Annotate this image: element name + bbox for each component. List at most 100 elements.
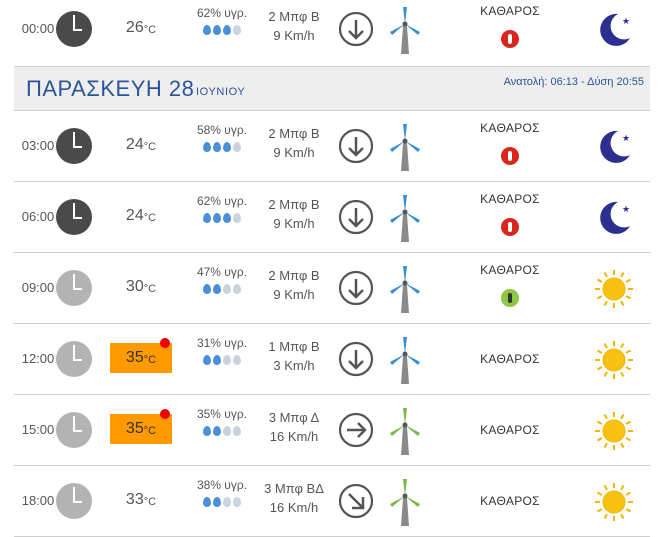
wind-force: 3 Μπφ Δ [268, 410, 320, 425]
wind-info: 2 Μπφ Β 9 Km/h [249, 124, 339, 162]
drop-icon [203, 142, 211, 152]
down-arrow-icon [338, 199, 374, 235]
humidity: 31% υγρ. [182, 336, 262, 368]
clock-icon [56, 483, 92, 519]
wind-speed: 9 Km/h [273, 145, 315, 160]
temperature-unit: °C [143, 283, 157, 295]
forecast-row: 15:00 35°C 35% υγρ. 3 Μπφ Δ 16 Km/h ΚΑΘΑΡΟΣ [14, 395, 650, 466]
wind-speed: 9 Km/h [273, 216, 315, 231]
humidity-label: 38% υγρ. [196, 478, 248, 492]
drop-icon [223, 25, 231, 35]
clock-icon [56, 128, 92, 164]
drop-icon [203, 284, 211, 294]
mosquito-icon [501, 147, 519, 165]
svg-text:★: ★ [622, 134, 630, 144]
hour-label: 18:00 [21, 493, 55, 508]
drop-icon [213, 284, 221, 294]
down-arrow-icon [338, 341, 374, 377]
temperature-unit: °C [143, 212, 157, 224]
humidity: 62% υγρ. [182, 194, 262, 226]
wind-turbine-icon [388, 263, 422, 315]
temperature: 33°C [110, 489, 172, 519]
wind-speed: 16 Km/h [269, 500, 319, 515]
condition: ΚΑΘΑΡΟΣ [460, 352, 560, 366]
humidity: 35% υγρ. [182, 407, 262, 439]
drop-icon [233, 213, 241, 223]
down-arrow-icon [338, 128, 374, 164]
wind-info: 3 Μπφ ΒΔ 16 Km/h [249, 479, 339, 517]
hour-label: 00:00 [21, 21, 55, 36]
moon-icon: ★ [594, 127, 634, 167]
clock-icon [56, 412, 92, 448]
forecast-row: 03:00 24°C 58% υγρ. 2 Μπφ Β 9 Km/h ΚΑΘΑΡΟΣ ★ [14, 111, 650, 182]
condition-label: ΚΑΘΑΡΟΣ [480, 263, 540, 277]
drop-icon [203, 426, 211, 436]
drop-icon [223, 284, 231, 294]
wind-turbine-icon [388, 192, 422, 244]
drop-icon [203, 25, 211, 35]
humidity: 38% υγρ. [182, 478, 262, 510]
forecast-row: 09:00 30°C 47% υγρ. 2 Μπφ Β 9 Km/h ΚΑΘΑΡΟΣ [14, 253, 650, 324]
hour-label: 06:00 [21, 209, 55, 224]
forecast-row: 00:00 26°C 62% υγρ. 2 Μπφ Β 9 Km/h ΚΑΘΑΡΟΣ ★ [14, 0, 650, 67]
humidity-drops [182, 24, 262, 38]
temperature: 26°C [110, 17, 172, 47]
wind-speed: 16 Km/h [269, 429, 319, 444]
humidity: 62% υγρ. [182, 6, 262, 38]
day-title: ΠΑΡΑΣΚΕΥΗ 28 [26, 76, 195, 101]
right-arrow-icon [338, 412, 374, 448]
temperature-value: 35 [125, 349, 144, 366]
clock-icon [56, 11, 92, 47]
drop-icon [223, 355, 231, 365]
forecast-row: 12:00 35°C 31% υγρ. 1 Μπφ Β 3 Km/h ΚΑΘΑΡΟΣ [14, 324, 650, 395]
condition: ΚΑΘΑΡΟΣ [460, 192, 560, 236]
temperature-value: 26 [125, 19, 144, 36]
wind-info: 3 Μπφ Δ 16 Km/h [249, 408, 339, 446]
drop-icon [223, 426, 231, 436]
drop-icon [223, 213, 231, 223]
humidity: 58% υγρ. [182, 123, 262, 155]
drop-icon [223, 142, 231, 152]
wind-info: 2 Μπφ Β 9 Km/h [249, 195, 339, 233]
sun-icon [594, 411, 634, 451]
humidity-drops [182, 141, 262, 155]
drop-icon [213, 426, 221, 436]
heat-alert-icon [160, 409, 170, 419]
clock-icon [56, 270, 92, 306]
temperature-unit: °C [143, 354, 157, 366]
humidity-label: 35% υγρ. [196, 407, 248, 421]
down-arrow-icon [338, 11, 374, 47]
temperature-value: 30 [125, 278, 144, 295]
drop-icon [203, 213, 211, 223]
temperature-unit: °C [143, 425, 157, 437]
condition: ΚΑΘΑΡΟΣ [460, 423, 560, 437]
humidity-label: 31% υγρ. [196, 336, 248, 350]
humidity-drops [182, 425, 262, 439]
hour-label: 12:00 [21, 351, 55, 366]
hour-label: 03:00 [21, 138, 55, 153]
temperature: 35°C [110, 338, 172, 373]
wind-force: 2 Μπφ Β [268, 9, 320, 24]
temperature: 30°C [110, 276, 172, 306]
condition: ΚΑΘΑΡΟΣ [460, 494, 560, 508]
condition-label: ΚΑΘΑΡΟΣ [480, 423, 540, 437]
wind-turbine-icon [388, 405, 422, 457]
drop-icon [213, 497, 221, 507]
temperature: 24°C [110, 205, 172, 235]
humidity-label: 58% υγρ. [196, 123, 248, 137]
wind-force: 2 Μπφ Β [268, 197, 320, 212]
humidity-label: 62% υγρ. [196, 194, 248, 208]
temperature: 24°C [110, 134, 172, 164]
wind-info: 1 Μπφ Β 3 Km/h [249, 337, 339, 375]
drop-icon [233, 426, 241, 436]
temperature-unit: °C [143, 496, 157, 508]
wind-info: 2 Μπφ Β 9 Km/h [249, 7, 339, 45]
day-header: ΠΑΡΑΣΚΕΥΗ 28 ΙΟΥΝΙΟΥ Ανατολή: 06:13 - Δύ… [14, 67, 650, 111]
wind-turbine-icon [388, 476, 422, 528]
wind-force: 2 Μπφ Β [268, 268, 320, 283]
wind-info: 2 Μπφ Β 9 Km/h [249, 266, 339, 304]
clock-icon [56, 199, 92, 235]
mosquito-icon [501, 218, 519, 236]
wind-turbine-icon [388, 334, 422, 386]
drop-icon [233, 142, 241, 152]
